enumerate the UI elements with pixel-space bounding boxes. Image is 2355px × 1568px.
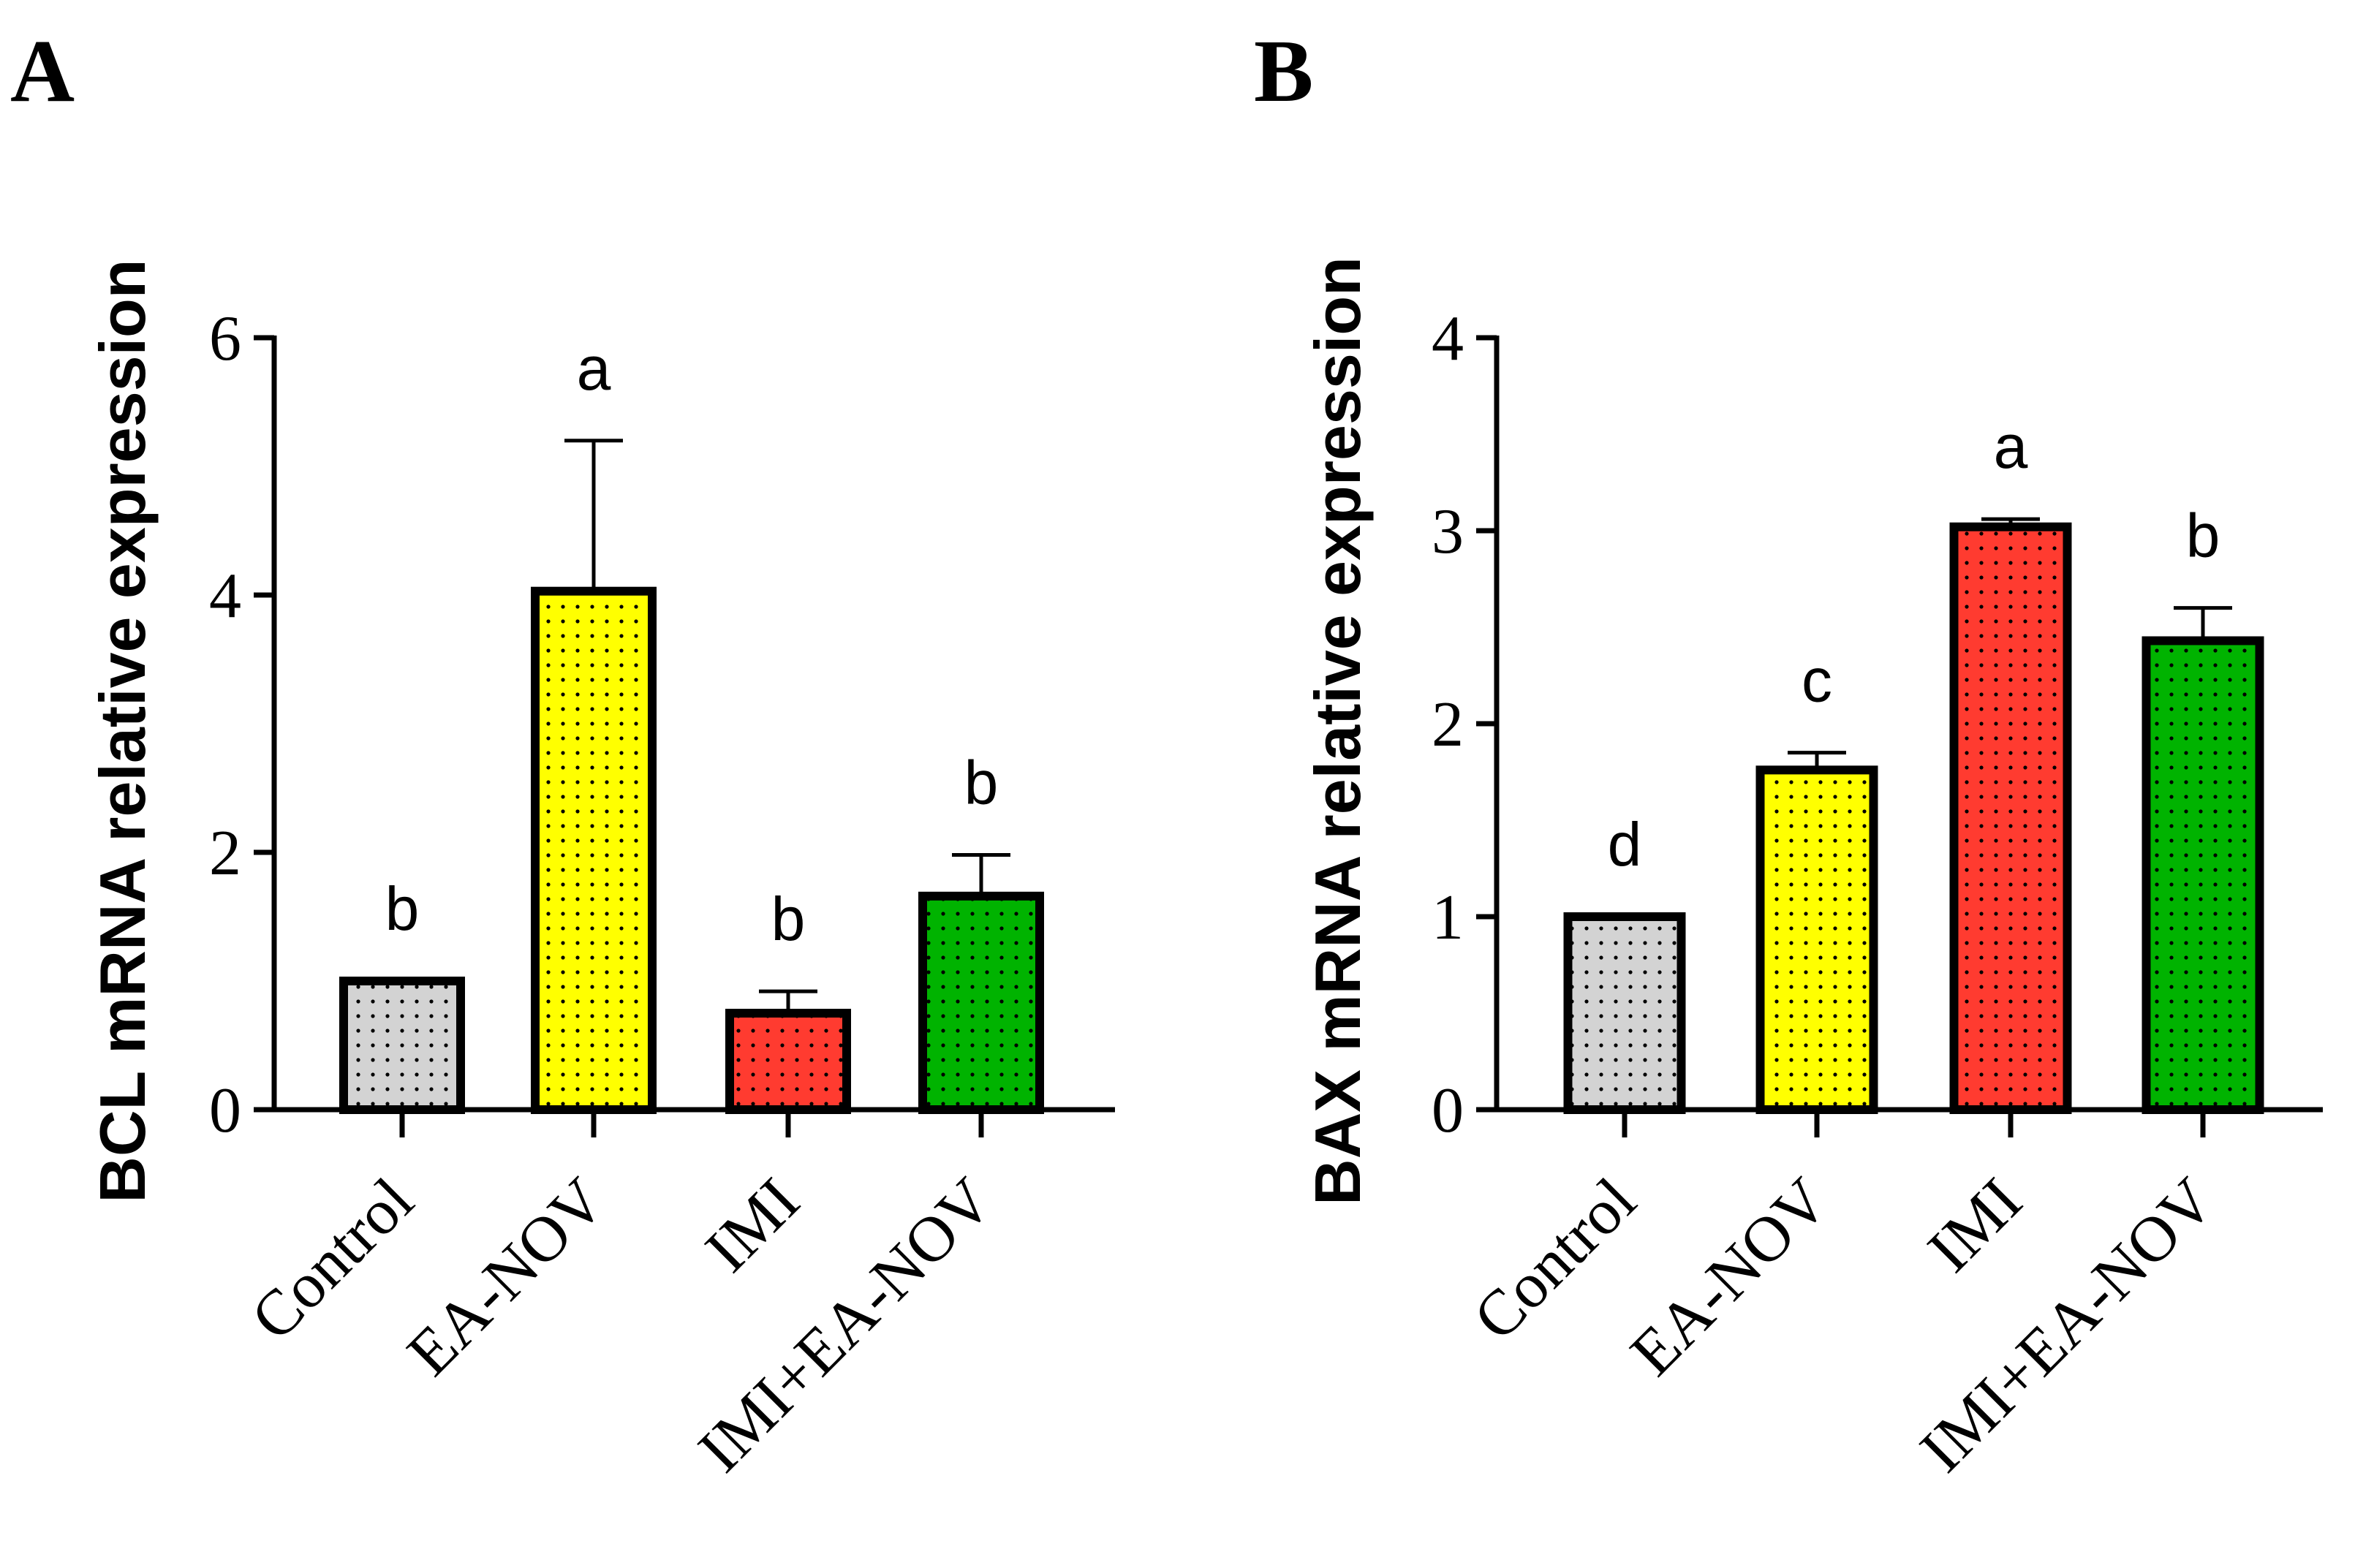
y-tick-label: 2 <box>1432 689 1464 760</box>
y-axis-label: BCL mRNA relative expression <box>86 259 159 1202</box>
x-tick-label-imi: IMI <box>1915 1165 2035 1286</box>
y-tick-label: 2 <box>209 818 241 889</box>
y-tick-label: 6 <box>209 303 241 374</box>
panel-letter: A <box>10 22 75 121</box>
significance-label-control: b <box>385 874 420 943</box>
y-axis-label: BAX mRNA relative expression <box>1301 257 1374 1205</box>
x-tick-label-imi: IMI <box>692 1165 813 1286</box>
significance-label-ea-nov: a <box>577 334 611 403</box>
significance-label-control: d <box>1608 810 1642 879</box>
y-tick-label: 0 <box>1432 1075 1464 1146</box>
x-tick-label-ea-nov: EA-NOV <box>394 1165 619 1390</box>
bar-pattern-ea-nov <box>1760 770 1874 1110</box>
y-tick-label: 4 <box>209 561 241 632</box>
significance-label-imi: b <box>771 885 806 953</box>
significance-label-imi-ea-nov: b <box>2186 501 2220 570</box>
significance-label-ea-nov: c <box>1802 646 1832 715</box>
x-tick-label-control: Control <box>1460 1165 1649 1355</box>
bar-pattern-imi-ea-nov <box>923 895 1040 1110</box>
x-tick-label-ea-nov: EA-NOV <box>1617 1165 1842 1390</box>
y-tick-label: 4 <box>1432 303 1464 374</box>
bar-pattern-control <box>1568 917 1682 1110</box>
x-tick-label-control: Control <box>238 1165 427 1355</box>
bar-pattern-imi <box>1954 526 2068 1110</box>
bar-pattern-ea-nov <box>535 591 652 1110</box>
bar-pattern-control <box>344 981 461 1110</box>
y-tick-label: 0 <box>209 1075 241 1146</box>
bar-pattern-imi <box>730 1013 847 1110</box>
panel-b: B BAX mRNA relative expression d c a b 0 1 2 3 4… <box>1254 22 2323 1485</box>
y-tick-label: 3 <box>1432 496 1464 567</box>
significance-label-imi: a <box>1994 412 2028 481</box>
bar-pattern-imi-ea-nov <box>2146 640 2260 1110</box>
panel-a: A BCL mRNA relative expression b a b b 0 2 4 6 C… <box>10 22 1115 1485</box>
panel-letter: B <box>1254 22 1313 121</box>
significance-label-imi-ea-nov: b <box>964 749 999 817</box>
y-tick-label: 1 <box>1432 882 1464 953</box>
